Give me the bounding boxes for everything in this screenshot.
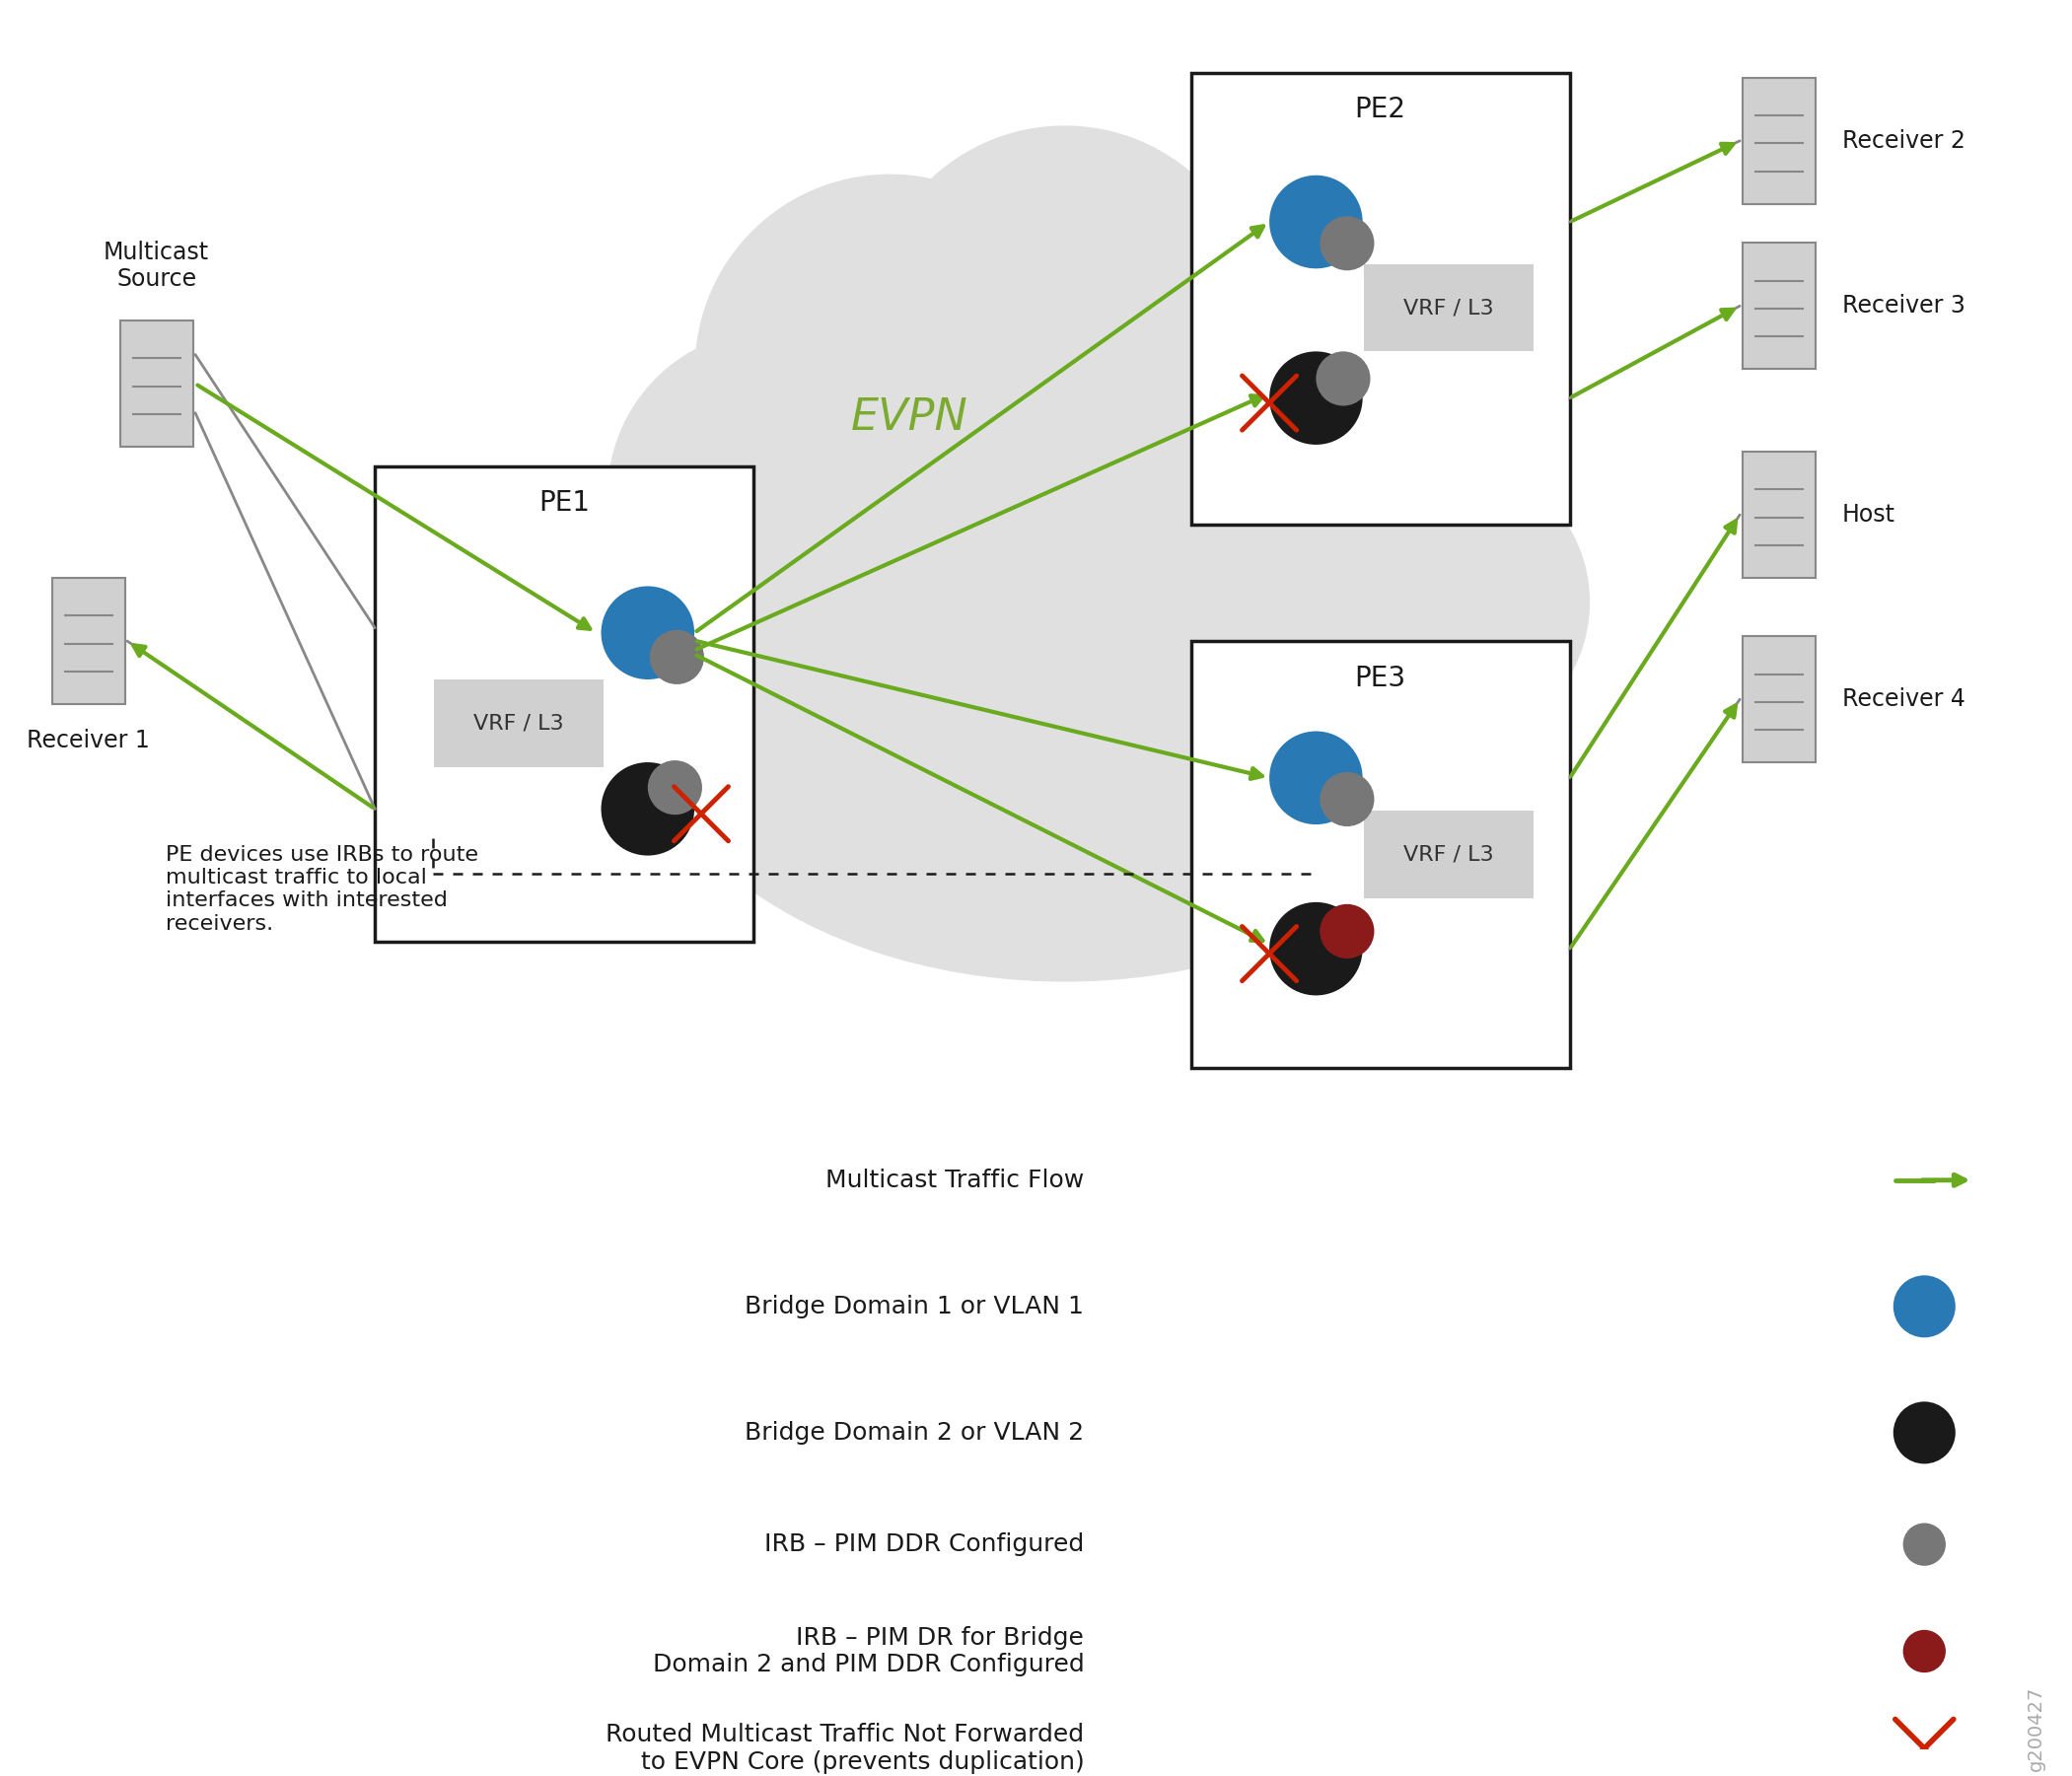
Text: Receiver 2: Receiver 2 bbox=[1842, 130, 1964, 153]
Circle shape bbox=[1297, 456, 1589, 748]
FancyBboxPatch shape bbox=[1743, 636, 1815, 762]
Ellipse shape bbox=[628, 378, 1502, 980]
Circle shape bbox=[696, 174, 1084, 563]
Circle shape bbox=[1270, 176, 1363, 268]
FancyBboxPatch shape bbox=[52, 577, 124, 705]
Text: IRB – PIM DR for Bridge
Domain 2 and PIM DDR Configured: IRB – PIM DR for Bridge Domain 2 and PIM… bbox=[653, 1625, 1084, 1677]
Text: Multicast Traffic Flow: Multicast Traffic Flow bbox=[825, 1169, 1084, 1192]
Circle shape bbox=[1270, 902, 1363, 995]
FancyBboxPatch shape bbox=[1743, 78, 1815, 204]
Text: Receiver 3: Receiver 3 bbox=[1842, 295, 1964, 318]
Text: Host: Host bbox=[1842, 503, 1896, 527]
FancyBboxPatch shape bbox=[1363, 265, 1533, 352]
Text: Bridge Domain 1 or VLAN 1: Bridge Domain 1 or VLAN 1 bbox=[746, 1295, 1084, 1318]
Circle shape bbox=[1080, 179, 1438, 540]
Text: g200427: g200427 bbox=[2026, 1687, 2045, 1771]
Text: VRF / L3: VRF / L3 bbox=[474, 714, 564, 733]
Text: Receiver 4: Receiver 4 bbox=[1842, 687, 1964, 710]
FancyBboxPatch shape bbox=[375, 467, 754, 943]
Text: PE2: PE2 bbox=[1355, 96, 1407, 124]
FancyBboxPatch shape bbox=[1363, 812, 1533, 899]
Circle shape bbox=[1245, 305, 1564, 627]
Text: PE3: PE3 bbox=[1355, 664, 1407, 693]
Text: Bridge Domain 2 or VLAN 2: Bridge Domain 2 or VLAN 2 bbox=[744, 1421, 1084, 1444]
Circle shape bbox=[564, 471, 866, 773]
Text: VRF / L3: VRF / L3 bbox=[1403, 298, 1494, 318]
FancyBboxPatch shape bbox=[1743, 243, 1815, 369]
Text: PE devices use IRBs to route
multicast traffic to local
interfaces with interest: PE devices use IRBs to route multicast t… bbox=[166, 845, 479, 934]
Circle shape bbox=[1316, 352, 1370, 407]
FancyBboxPatch shape bbox=[1743, 451, 1815, 577]
Circle shape bbox=[1902, 1524, 1946, 1566]
Circle shape bbox=[1902, 1630, 1946, 1673]
Text: Routed Multicast Traffic Not Forwarded
to EVPN Core (prevents duplication): Routed Multicast Traffic Not Forwarded t… bbox=[605, 1723, 1084, 1774]
Circle shape bbox=[601, 586, 694, 680]
FancyBboxPatch shape bbox=[1191, 73, 1571, 524]
Circle shape bbox=[649, 760, 702, 815]
Circle shape bbox=[1270, 732, 1363, 824]
Circle shape bbox=[1320, 773, 1374, 826]
Circle shape bbox=[1894, 1401, 1956, 1463]
FancyBboxPatch shape bbox=[1191, 641, 1571, 1069]
Text: EVPN: EVPN bbox=[852, 396, 968, 439]
Circle shape bbox=[1894, 1275, 1956, 1337]
Circle shape bbox=[1320, 217, 1374, 270]
Circle shape bbox=[1270, 352, 1363, 444]
Circle shape bbox=[870, 126, 1260, 515]
FancyBboxPatch shape bbox=[120, 320, 193, 448]
Circle shape bbox=[1320, 904, 1374, 959]
Text: IRB – PIM DDR Configured: IRB – PIM DDR Configured bbox=[765, 1533, 1084, 1556]
Text: Multicast
Source: Multicast Source bbox=[104, 240, 209, 291]
Circle shape bbox=[607, 330, 939, 661]
FancyBboxPatch shape bbox=[433, 680, 603, 767]
Text: VRF / L3: VRF / L3 bbox=[1403, 845, 1494, 865]
Circle shape bbox=[651, 630, 704, 684]
Circle shape bbox=[601, 762, 694, 856]
Text: PE1: PE1 bbox=[539, 490, 591, 517]
Text: Receiver 1: Receiver 1 bbox=[27, 728, 149, 753]
